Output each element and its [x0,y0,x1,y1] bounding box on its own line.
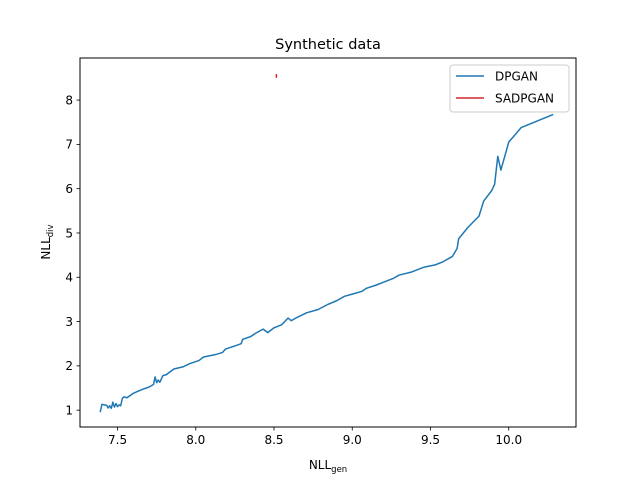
legend-label-dpgan: DPGAN [495,70,538,84]
x-axis-label-base: NLL [309,458,332,472]
y-axis: 1 2 3 4 5 6 7 8 [65,93,80,417]
x-tick-label: 9.5 [421,433,440,447]
y-tick-label: 3 [65,315,73,329]
y-tick-label: 1 [65,403,73,417]
y-tick-label: 8 [65,93,73,107]
legend-label-sadpgan: SADPGAN [495,92,554,106]
chart-title: Synthetic data [275,37,381,53]
x-tick-label: 9.0 [343,433,362,447]
y-tick-label: 7 [65,138,73,152]
y-axis-label-base: NLL [39,237,53,260]
x-tick-label: 10.0 [495,433,522,447]
x-tick-label: 8.5 [264,433,283,447]
legend: DPGAN SADPGAN [449,64,570,113]
series-line-dpgan [99,113,554,413]
y-tick-label: 4 [65,271,73,285]
y-axis-label-sub: div [46,224,56,237]
x-axis: 7.5 8.0 8.5 9.0 9.5 10.0 [108,427,522,447]
plot-frame [79,57,577,428]
x-tick-label: 8.0 [186,433,205,447]
x-tick-label: 7.5 [108,433,127,447]
x-axis-label: NLLgen [309,458,347,475]
series-layer [99,74,554,413]
y-tick-label: 2 [65,359,73,373]
y-axis-label: NLLdiv [39,224,56,259]
y-tick-label: 5 [65,226,73,240]
y-tick-label: 6 [65,182,73,196]
x-axis-label-sub: gen [331,465,347,475]
